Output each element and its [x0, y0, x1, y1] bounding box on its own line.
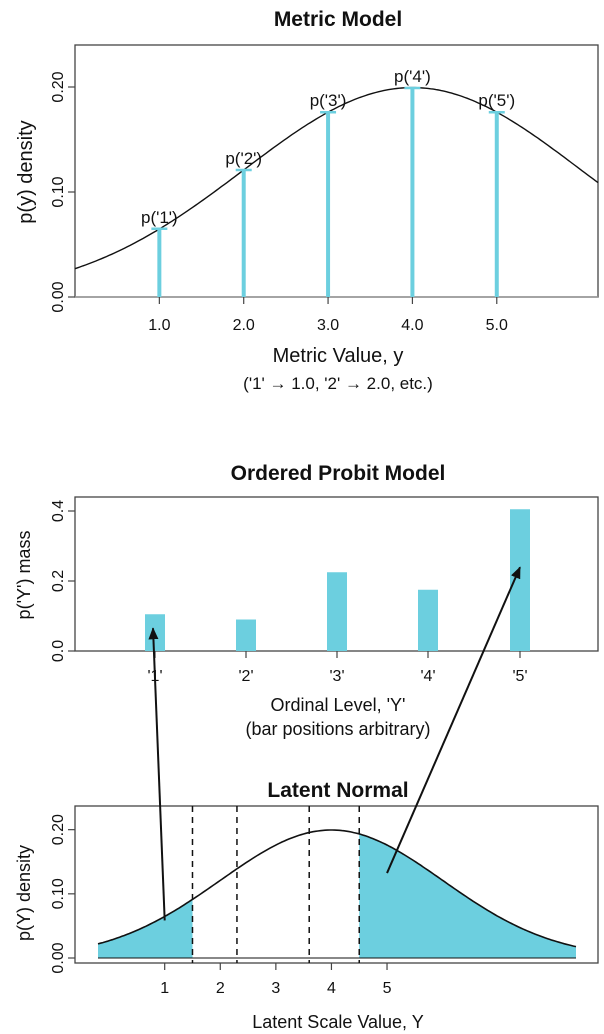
- metric-x-tick-label-4: 5.0: [486, 317, 508, 334]
- probit-y-tick-label-0: 0.0: [50, 640, 67, 662]
- latent-x-tick-label-2: 3: [271, 980, 280, 997]
- metric-x-tick-label-1: 2.0: [233, 317, 255, 334]
- arrow-latent-to-category-5: [386, 566, 521, 874]
- latent-plot-frame: [74, 805, 599, 964]
- ordered-probit-panel: Ordered Probit Model '1''2''3''4''5'0.00…: [14, 462, 599, 739]
- latent-x-axis-label: Latent Scale Value, Y: [252, 1012, 423, 1032]
- metric-density-curve: [74, 86, 599, 270]
- latent-x-tick-label-4: 5: [383, 980, 392, 997]
- arrow-latent-to-category-1: [148, 627, 166, 921]
- metric-x-axis-label: Metric Value, y: [273, 345, 404, 367]
- metric-spike-label-1: p('1'): [141, 208, 178, 227]
- mapping-arrows: [148, 566, 521, 921]
- latent-y-tick-label-1: 0.10: [50, 878, 67, 909]
- probit-bar-3: [327, 572, 347, 651]
- probit-x-tick-label-1: '2': [238, 668, 253, 685]
- metric-x-tick-label-0: 1.0: [148, 317, 170, 334]
- probit-x-tick-label-4: '5': [512, 668, 527, 685]
- metric-spike-label-5: p('5'): [478, 91, 515, 110]
- metric-x-tick-label-3: 4.0: [401, 317, 423, 334]
- metric-title: Metric Model: [274, 8, 402, 31]
- latent-density-curve: [97, 829, 577, 948]
- probit-bar-5: [510, 509, 530, 651]
- metric-y-tick-label-1: 0.10: [50, 176, 67, 207]
- metric-model-panel: Metric Model p('1')p('2')p('3')p('4')p('…: [15, 8, 599, 393]
- latent-title: Latent Normal: [267, 779, 408, 802]
- probit-bar-1: [145, 614, 165, 651]
- probit-bar-2: [236, 619, 256, 651]
- metric-plot-area: p('1') p('2') p('3') p('4') p('5') 0.00 0.10 0.…: [50, 44, 599, 334]
- metric-y-axis-label: p(y) density: [15, 120, 37, 223]
- metric-mapping-note: ('1' → 1.0, '2' → 2.0, etc.): [243, 374, 433, 393]
- metric-spike-label-2: p('2'): [225, 149, 262, 168]
- metric-x-tick-label-2: 3.0: [317, 317, 339, 334]
- probit-x-axis-label: Ordinal Level, 'Y': [271, 695, 406, 715]
- metric-spike-label-3: p('3'): [310, 91, 347, 110]
- metric-spike-label-4: p('4'): [394, 67, 431, 86]
- probit-plot-area: '1''2''3''4''5'0.00.20.4: [50, 496, 599, 685]
- probit-y-tick-label-2: 0.4: [50, 500, 67, 522]
- latent-plot-area: 0.00 0.10 0.20 1 2 3 4 5: [50, 805, 599, 997]
- latent-y-axis-label: p(Y) density: [14, 845, 34, 941]
- probit-x-tick-label-2: '3': [329, 668, 344, 685]
- metric-plot-frame: [74, 44, 599, 298]
- probit-y-tick-label-1: 0.2: [50, 570, 67, 592]
- latent-x-tick-label-1: 2: [216, 980, 225, 997]
- probit-title: Ordered Probit Model: [231, 462, 446, 485]
- latent-y-tick-label-0: 0.00: [50, 942, 67, 973]
- latent-shaded-region-1: [98, 899, 193, 958]
- probit-y-axis-label: p('Y') mass: [14, 531, 34, 620]
- latent-shaded-region-2: [359, 833, 576, 958]
- probit-positions-note: (bar positions arbitrary): [245, 719, 430, 739]
- latent-y-tick-label-2: 0.20: [50, 814, 67, 845]
- latent-x-tick-label-3: 4: [327, 980, 336, 997]
- probit-bar-4: [418, 589, 438, 651]
- latent-normal-panel: Latent Normal 0.00 0.10 0.20 1 2 3 4 5 p(Y) den…: [14, 779, 599, 1032]
- metric-y-tick-label-2: 0.20: [50, 71, 67, 102]
- latent-x-tick-label-0: 1: [160, 980, 169, 997]
- metric-y-tick-label-0: 0.00: [50, 281, 67, 312]
- probit-x-tick-label-3: '4': [420, 668, 435, 685]
